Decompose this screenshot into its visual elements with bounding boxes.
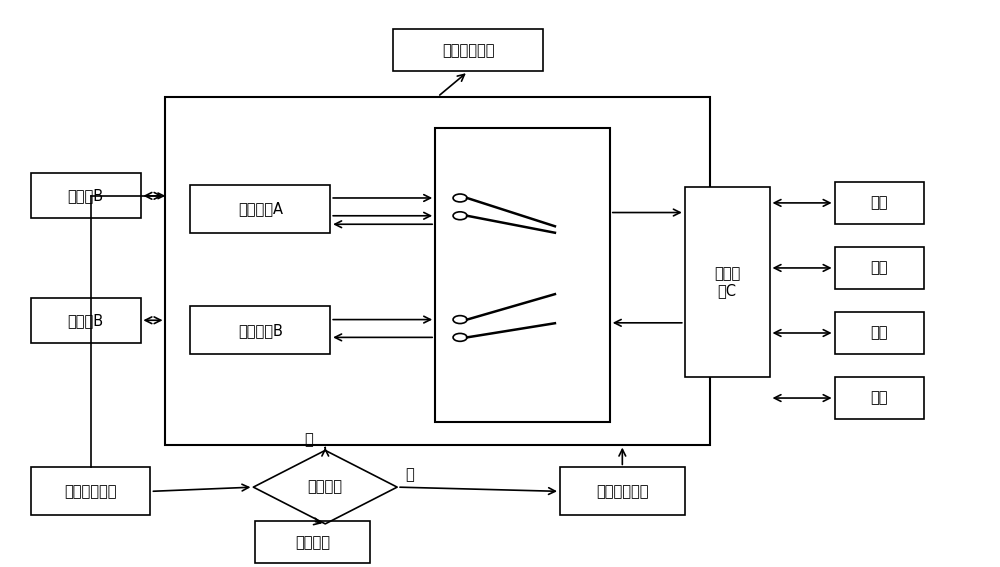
Text: 交互信号B: 交互信号B <box>238 323 283 338</box>
FancyBboxPatch shape <box>835 247 924 289</box>
Text: 否: 否 <box>405 468 414 483</box>
FancyBboxPatch shape <box>835 377 924 419</box>
FancyBboxPatch shape <box>393 29 543 71</box>
FancyBboxPatch shape <box>31 173 141 218</box>
Text: 闭锁逻辑: 闭锁逻辑 <box>295 535 330 550</box>
Text: 励磁: 励磁 <box>871 196 888 210</box>
Text: 切换完成反馈: 切换完成反馈 <box>442 43 494 58</box>
Text: 变频器B: 变频器B <box>68 188 104 204</box>
FancyBboxPatch shape <box>190 306 330 354</box>
Text: 变频器B: 变频器B <box>68 313 104 328</box>
FancyBboxPatch shape <box>31 298 141 343</box>
Text: 是否闭锁: 是否闭锁 <box>308 480 343 494</box>
FancyBboxPatch shape <box>255 521 370 564</box>
Text: 保护: 保护 <box>871 325 888 341</box>
FancyBboxPatch shape <box>31 467 150 515</box>
FancyBboxPatch shape <box>835 181 924 224</box>
FancyBboxPatch shape <box>835 312 924 354</box>
FancyBboxPatch shape <box>190 184 330 232</box>
Text: 测量: 测量 <box>871 391 888 405</box>
Text: 监控: 监控 <box>871 260 888 276</box>
Text: 是: 是 <box>305 433 313 447</box>
Text: 二次切换执行: 二次切换执行 <box>596 484 649 499</box>
FancyBboxPatch shape <box>165 97 710 445</box>
Text: 交互信号A: 交互信号A <box>238 201 283 216</box>
FancyBboxPatch shape <box>435 128 610 422</box>
Text: 二次切换指令: 二次切换指令 <box>64 484 117 499</box>
FancyBboxPatch shape <box>560 467 685 515</box>
FancyBboxPatch shape <box>685 187 770 377</box>
Text: 交互信
号C: 交互信 号C <box>714 266 740 298</box>
